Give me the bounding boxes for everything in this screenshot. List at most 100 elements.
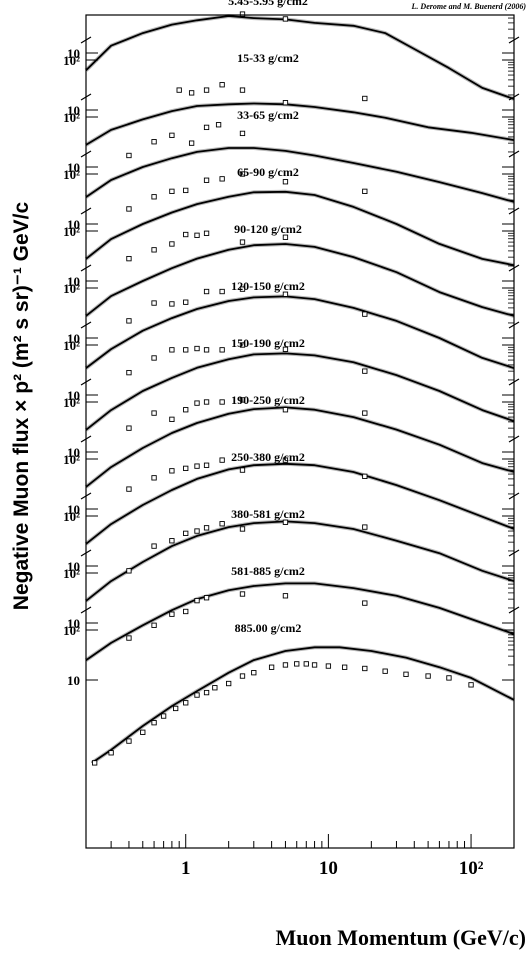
data-point (152, 140, 156, 144)
y-axis-label: Negative Muon flux × p² (m² s sr)⁻¹ GeV/… (10, 201, 33, 610)
data-point (170, 133, 174, 137)
panel-label: 190-250 g/cm2 (231, 393, 305, 407)
data-point (170, 539, 174, 543)
data-point (195, 464, 199, 468)
data-point (240, 131, 244, 135)
data-point (220, 522, 224, 526)
data-point (170, 348, 174, 352)
data-point (220, 83, 224, 87)
y-tick-label: 10² (63, 224, 80, 239)
data-point (363, 601, 367, 605)
panel-label: 380-581 g/cm2 (231, 507, 305, 521)
panel-5: 10²1090-120 g/cm2 (63, 208, 519, 316)
data-point (170, 302, 174, 306)
model-curve (86, 521, 514, 601)
x-tick-label: 10 (319, 858, 338, 879)
data-point (127, 153, 131, 157)
data-point (226, 681, 230, 685)
model-curve (86, 296, 514, 368)
data-point (152, 720, 156, 724)
panel-label: 65-90 g/cm2 (237, 165, 299, 179)
data-point (342, 665, 346, 669)
x-tick-label: 10² (459, 858, 484, 879)
panel-label: 120-150 g/cm2 (231, 279, 305, 293)
data-point (304, 662, 308, 666)
data-point (152, 476, 156, 480)
data-point (127, 487, 131, 491)
data-point (195, 598, 199, 602)
data-point (204, 348, 208, 352)
model-uncertainty-band (86, 521, 514, 601)
data-point (184, 701, 188, 705)
data-point (447, 676, 451, 680)
data-point (240, 468, 244, 472)
panel-label: 90-120 g/cm2 (234, 222, 302, 236)
data-point (204, 231, 208, 235)
data-point (173, 706, 177, 710)
model-curve (92, 647, 514, 763)
panel-label: 33-65 g/cm2 (237, 108, 299, 122)
data-point (152, 195, 156, 199)
data-point (127, 256, 131, 260)
data-point (152, 623, 156, 627)
data-point (404, 672, 408, 676)
data-point (152, 301, 156, 305)
data-point (152, 248, 156, 252)
data-point (127, 207, 131, 211)
data-point (283, 408, 287, 412)
data-point (184, 300, 188, 304)
model-uncertainty-band (86, 353, 514, 430)
data-point (283, 17, 287, 21)
data-point (92, 761, 96, 765)
data-point (170, 417, 174, 421)
data-point (127, 426, 131, 430)
data-point (189, 141, 193, 145)
data-point (195, 529, 199, 533)
data-point (184, 348, 188, 352)
data-point (195, 233, 199, 237)
data-point (240, 592, 244, 596)
data-point (363, 666, 367, 670)
y-tick-label: 10² (63, 338, 80, 353)
data-point (283, 594, 287, 598)
data-point (184, 609, 188, 613)
data-point (152, 411, 156, 415)
data-point (240, 674, 244, 678)
data-point (363, 525, 367, 529)
panel-label: 250-380 g/cm2 (231, 450, 305, 464)
y-tick-label: 10² (63, 623, 80, 638)
data-point (152, 544, 156, 548)
data-point (326, 664, 330, 668)
data-point (141, 730, 145, 734)
data-point (109, 751, 113, 755)
y-tick-label: 10² (63, 452, 80, 467)
data-point (363, 411, 367, 415)
chart-credit: L. Derome and M. Buenerd (2006) (411, 2, 527, 11)
y-tick-label: 10² (63, 395, 80, 410)
data-point (204, 178, 208, 182)
data-point (295, 662, 299, 666)
data-point (204, 400, 208, 404)
data-point (363, 96, 367, 100)
panel-label: 581-885 g/cm2 (231, 564, 305, 578)
data-point (195, 346, 199, 350)
data-point (363, 369, 367, 373)
data-point (204, 289, 208, 293)
data-point (204, 125, 208, 129)
panel-label: 15-33 g/cm2 (237, 51, 299, 65)
data-point (152, 356, 156, 360)
data-point (383, 669, 387, 673)
x-axis-label: Muon Momentum (GeV/c) (275, 925, 526, 950)
model-curve (86, 16, 514, 99)
panel-2: 10²1015-33 g/cm2 (63, 37, 519, 145)
data-point (363, 189, 367, 193)
data-point (127, 569, 131, 573)
data-point (426, 674, 430, 678)
model-curve (86, 464, 514, 544)
data-point (184, 188, 188, 192)
y-tick-label: 10² (63, 281, 80, 296)
data-point (204, 526, 208, 530)
model-curve (86, 353, 514, 430)
data-point (204, 463, 208, 467)
